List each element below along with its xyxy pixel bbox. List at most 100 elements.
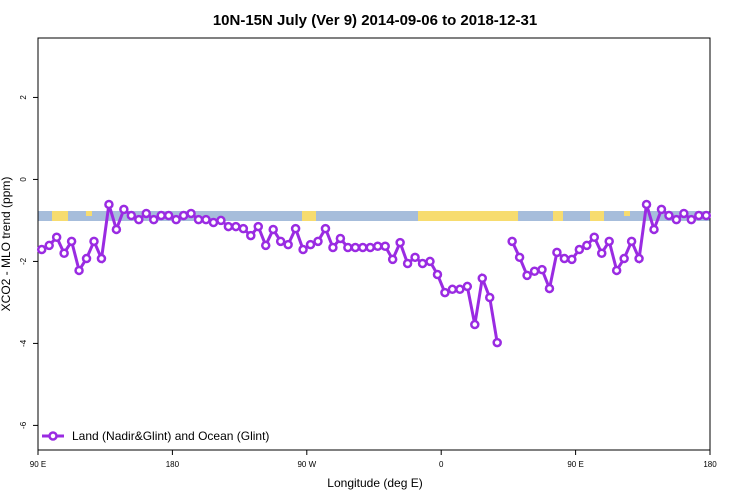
point xyxy=(66,236,77,247)
point xyxy=(596,248,607,258)
point xyxy=(328,242,338,253)
point xyxy=(574,244,585,255)
point xyxy=(74,265,84,276)
point xyxy=(283,239,293,250)
point xyxy=(507,236,517,247)
point xyxy=(81,253,92,264)
point xyxy=(537,264,547,275)
point xyxy=(694,210,704,221)
point xyxy=(425,256,435,267)
point xyxy=(134,214,144,225)
point xyxy=(119,204,129,215)
point xyxy=(111,224,122,235)
point xyxy=(589,232,600,242)
point xyxy=(305,239,316,250)
point xyxy=(193,214,204,225)
surface-strip xyxy=(38,211,710,221)
chart-title: 10N-15N July (Ver 9) 2014-09-06 to 2018-… xyxy=(213,12,537,29)
y-axis-label: XCO2 - MLO trend (ppm) xyxy=(0,177,13,312)
point xyxy=(163,210,174,221)
point xyxy=(626,236,637,247)
point xyxy=(529,266,540,277)
x-tick-label: 180 xyxy=(166,460,180,469)
point xyxy=(440,287,450,298)
point xyxy=(634,253,644,264)
point xyxy=(44,240,54,251)
point xyxy=(343,242,353,253)
point xyxy=(216,215,226,226)
point xyxy=(208,217,219,228)
point xyxy=(686,214,697,225)
x-tick-label: 180 xyxy=(703,460,717,469)
point xyxy=(582,240,592,251)
point xyxy=(89,236,99,247)
point xyxy=(462,281,473,292)
point xyxy=(298,244,308,255)
point xyxy=(470,319,480,330)
x-tick-label: 0 xyxy=(439,460,444,469)
point xyxy=(567,254,577,265)
point xyxy=(559,253,570,264)
point xyxy=(679,208,689,219)
y-tick-label: -6 xyxy=(19,421,28,429)
point xyxy=(417,258,428,269)
point xyxy=(201,214,211,225)
x-axis-label: Longitude (deg E) xyxy=(327,476,422,490)
point xyxy=(552,247,562,258)
point xyxy=(492,337,502,348)
point xyxy=(350,242,361,253)
point xyxy=(432,269,443,280)
point xyxy=(372,241,383,252)
point xyxy=(260,240,271,251)
point xyxy=(358,242,368,253)
series-line xyxy=(40,203,707,343)
point xyxy=(387,254,398,265)
point xyxy=(484,292,495,303)
point xyxy=(395,237,405,248)
point xyxy=(664,210,674,221)
point xyxy=(238,223,249,234)
point xyxy=(156,210,166,221)
point xyxy=(544,283,555,294)
point xyxy=(290,223,301,234)
point xyxy=(313,236,323,247)
point xyxy=(126,210,137,221)
point xyxy=(619,253,629,264)
plot-frame xyxy=(37,37,711,451)
point xyxy=(231,221,241,232)
point xyxy=(365,242,376,253)
point xyxy=(186,208,196,219)
point xyxy=(246,230,256,241)
point xyxy=(148,214,159,225)
point xyxy=(671,214,682,225)
point xyxy=(268,224,278,235)
point xyxy=(223,221,234,232)
legend-marker xyxy=(48,431,58,441)
point xyxy=(275,236,286,247)
point xyxy=(455,284,465,295)
point xyxy=(253,221,264,232)
point xyxy=(171,214,181,225)
y-tick-label: 2 xyxy=(19,95,28,100)
point xyxy=(59,248,69,258)
point xyxy=(402,258,413,269)
legend-label: Land (Nadir&Glint) and Ocean (Glint) xyxy=(72,429,269,443)
point xyxy=(522,270,532,281)
point xyxy=(447,284,458,295)
y-tick-label: -2 xyxy=(19,257,28,265)
point xyxy=(656,204,667,215)
x-tick-label: 90 E xyxy=(30,460,46,469)
y-tick-label: -4 xyxy=(19,339,28,347)
point xyxy=(380,241,390,252)
point xyxy=(104,199,114,210)
point xyxy=(36,244,47,255)
point xyxy=(178,210,189,221)
y-tick-label: 0 xyxy=(19,177,28,182)
point xyxy=(514,252,525,263)
point xyxy=(96,253,107,264)
point xyxy=(641,199,652,210)
x-tick-label: 90 W xyxy=(297,460,316,469)
point xyxy=(611,265,622,276)
point xyxy=(477,273,488,283)
